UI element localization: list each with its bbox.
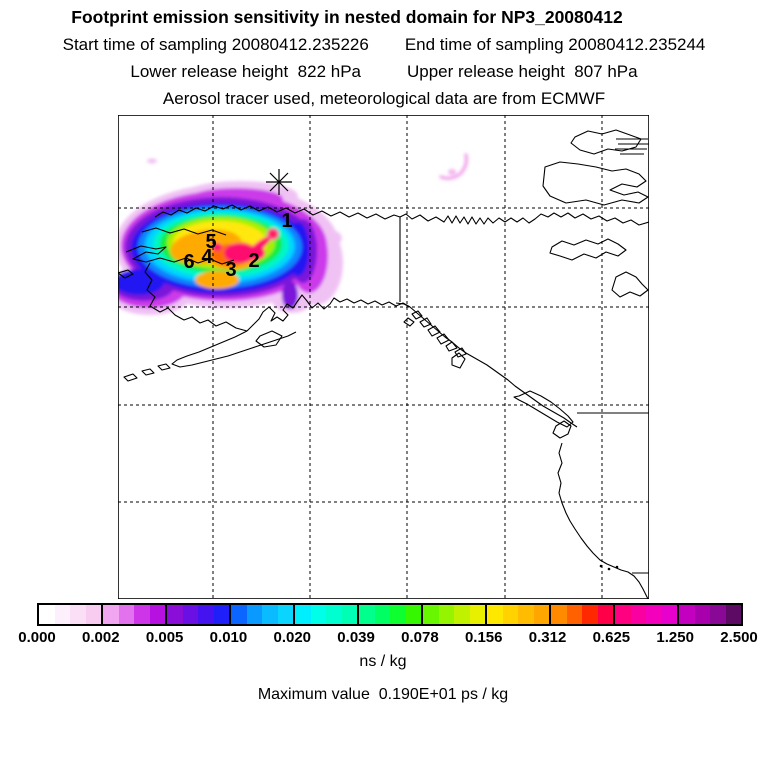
banks-island-hatch bbox=[615, 138, 649, 155]
great-slave-lake bbox=[611, 271, 649, 298]
map-marker-2: 2 bbox=[248, 250, 259, 272]
colorbar-segment bbox=[229, 605, 293, 624]
colorbar-segment bbox=[421, 605, 485, 624]
alaska-yukon-border bbox=[395, 217, 411, 308]
arctic-coastline bbox=[154, 204, 649, 226]
colorbar-tick-label: 1.250 bbox=[656, 629, 694, 646]
colorbar-tick-label: 0.005 bbox=[145, 629, 184, 646]
panhandle-mainland-coast bbox=[409, 306, 578, 428]
channel-islands bbox=[599, 564, 619, 571]
max-value-text: Maximum value 0.190E+01 ps / kg bbox=[257, 686, 509, 703]
tracer-info-text: Aerosol tracer used, meteorological data… bbox=[162, 89, 606, 108]
colorbar-segment bbox=[101, 605, 165, 624]
colorbar-tick-label: 0.078 bbox=[401, 629, 439, 646]
end-time-text: End time of sampling 20080412.235244 bbox=[404, 35, 706, 54]
colorbar bbox=[37, 603, 743, 626]
colorbar-tick-label: 0.312 bbox=[528, 629, 567, 646]
colorbar-segment bbox=[485, 605, 549, 624]
colorbar-labels: 0.000 0.002 0.005 0.010 0.020 0.039 0.078 0.156… bbox=[18, 629, 758, 649]
plume-faint-arc bbox=[439, 153, 469, 181]
seward-peninsula-coast bbox=[125, 245, 235, 265]
plume-faint-dot bbox=[448, 169, 456, 175]
aleutian-island bbox=[141, 368, 155, 376]
coastlines bbox=[118, 129, 649, 599]
page-title: Footprint emission sensitivity in nested… bbox=[71, 7, 623, 27]
plume-level-pink bbox=[212, 236, 272, 263]
lower-release-text: Lower release height 822 hPa bbox=[130, 62, 361, 81]
map-marker-3: 3 bbox=[225, 259, 236, 281]
interior-coast-squiggle bbox=[141, 227, 227, 236]
colorbar-segment bbox=[293, 605, 357, 624]
map-marker-5: 5 bbox=[205, 231, 216, 253]
colorbar-segment bbox=[613, 605, 677, 624]
aleutian-island bbox=[157, 363, 171, 371]
asterisk-marker-icon bbox=[266, 169, 292, 195]
sampling-time-line: Start time of sampling 20080412.235226 E… bbox=[63, 35, 706, 55]
plume-hotspot-dot bbox=[269, 230, 277, 238]
great-bear-lake bbox=[549, 238, 627, 261]
alaska-peninsula bbox=[171, 330, 297, 368]
south-alaska-coast bbox=[246, 294, 411, 332]
colorbar-segment bbox=[677, 605, 741, 624]
colorbar-unit-label: ns / kg bbox=[359, 653, 407, 670]
start-time-text: Start time of sampling 20080412.235226 bbox=[62, 35, 369, 54]
haida-gwaii-island bbox=[451, 352, 466, 369]
west-alaska-coast bbox=[144, 262, 248, 332]
colorbar-segment bbox=[165, 605, 229, 624]
colorbar-segment bbox=[39, 605, 101, 624]
map-gridlines bbox=[118, 115, 649, 599]
map-marker-4: 4 bbox=[201, 246, 213, 268]
map-marker-6: 6 bbox=[183, 251, 194, 273]
colorbar-tick-label: 0.625 bbox=[592, 629, 631, 646]
panhandle-islands bbox=[403, 310, 467, 358]
us-west-coast bbox=[557, 442, 649, 599]
kodiak-island bbox=[255, 330, 283, 348]
map-marker-1: 1 bbox=[281, 210, 292, 232]
colorbar-tick-label: 0.002 bbox=[82, 629, 120, 646]
colorbar-tick-label: 0.020 bbox=[273, 629, 312, 646]
banks-island bbox=[570, 129, 642, 155]
colorbar-tick-label: 0.000 bbox=[18, 629, 56, 646]
sensitivity-plume bbox=[118, 153, 469, 315]
vancouver-island bbox=[513, 390, 574, 428]
colorbar-tick-label: 2.500 bbox=[720, 629, 758, 646]
aleutian-island bbox=[123, 373, 138, 382]
colorbar-tick-label: 0.039 bbox=[337, 629, 375, 646]
colorbar-segment bbox=[549, 605, 613, 624]
colorbar-tick-label: 0.156 bbox=[464, 629, 503, 646]
victoria-island bbox=[542, 161, 649, 206]
st-lawrence-island bbox=[118, 269, 134, 279]
release-height-line: Lower release height 822 hPa Upper relea… bbox=[130, 62, 637, 82]
colorbar-tick-label: 0.010 bbox=[209, 629, 248, 646]
puget-sound-coast bbox=[552, 420, 572, 439]
upper-release-text: Upper release height 807 hPa bbox=[407, 62, 638, 81]
colorbar-segment bbox=[357, 605, 421, 624]
